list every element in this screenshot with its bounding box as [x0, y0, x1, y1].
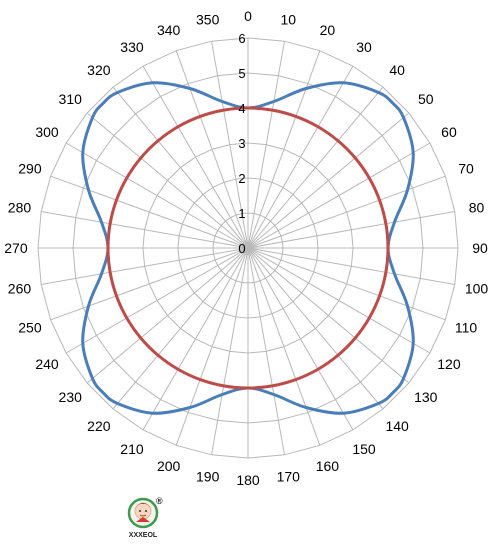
angle-label-220: 220 [87, 418, 111, 434]
logo-hair-icon [135, 503, 151, 508]
angle-label-150: 150 [352, 441, 376, 457]
series-layer [81, 81, 415, 415]
angle-label-210: 210 [120, 441, 144, 457]
grid-spoke-310 [86, 112, 249, 249]
grid-spoke-30 [247, 65, 354, 249]
grid-spoke-190 [211, 247, 249, 455]
radius-label-1: 1 [238, 206, 245, 221]
series-line-2 [106, 106, 390, 390]
angle-label-10: 10 [281, 11, 297, 27]
grid-spoke-60 [247, 142, 431, 249]
grid-spoke-210 [142, 247, 249, 431]
angle-label-250: 250 [18, 319, 42, 335]
grid-spoke-130 [247, 247, 410, 384]
angle-label-80: 80 [469, 200, 485, 216]
angle-label-240: 240 [35, 356, 59, 372]
grid-spoke-70 [247, 175, 446, 249]
grid-spoke-320 [112, 86, 249, 249]
grid-spoke-140 [247, 247, 384, 410]
grid-spoke-280 [41, 211, 249, 249]
angle-label-320: 320 [87, 62, 111, 78]
angle-label-340: 340 [157, 22, 181, 38]
grid-spoke-250 [50, 247, 249, 321]
grid-spoke-110 [247, 247, 446, 321]
grid-spoke-80 [247, 211, 455, 249]
angle-label-180: 180 [236, 472, 260, 488]
angle-label-70: 70 [458, 161, 474, 177]
angle-label-270: 270 [4, 240, 28, 256]
grid-spoke-40 [247, 86, 384, 249]
angle-label-260: 260 [8, 280, 32, 296]
angle-label-90: 90 [472, 240, 488, 256]
angle-label-30: 30 [356, 39, 372, 55]
angle-label-110: 110 [455, 319, 478, 335]
angle-label-120: 120 [437, 356, 461, 372]
angular-grid [38, 38, 458, 458]
grid-spoke-260 [41, 247, 249, 285]
angle-label-20: 20 [320, 22, 336, 38]
grid-spoke-290 [50, 175, 249, 249]
grid-spoke-220 [112, 247, 249, 410]
grid-spoke-340 [175, 50, 249, 249]
radius-label-5: 5 [238, 66, 245, 81]
angle-label-300: 300 [35, 124, 59, 140]
grid-spoke-50 [247, 112, 410, 249]
angle-labels: 0 102030405060708090100110120130140150160… [4, 8, 488, 488]
grid-spoke-160 [247, 247, 321, 446]
angle-label-200: 200 [157, 458, 181, 474]
grid-spoke-120 [247, 247, 431, 354]
radius-labels: 0 1 2 3 4 5 6 [238, 31, 245, 256]
brand-logo: ® XXXEOL [127, 496, 163, 539]
radius-label-4: 4 [238, 101, 245, 116]
registered-mark: ® [156, 496, 163, 506]
grid-spoke-240 [65, 247, 249, 354]
angle-label-190: 190 [196, 469, 220, 485]
angle-label-60: 60 [441, 124, 457, 140]
angle-label-140: 140 [385, 418, 409, 434]
grid-spoke-10 [247, 41, 285, 249]
logo-bowtie-icon [136, 517, 150, 522]
angle-label-350: 350 [196, 11, 220, 27]
angle-label-40: 40 [389, 62, 405, 78]
grid-spoke-350 [211, 41, 249, 249]
grid-spoke-170 [247, 247, 285, 455]
radius-label-6: 6 [238, 31, 245, 46]
logo-eye-right-icon [145, 510, 147, 512]
radius-label-2: 2 [238, 171, 245, 186]
logo-text: XXXEOL [129, 532, 158, 539]
grid-spoke-200 [175, 247, 249, 446]
angle-label-130: 130 [414, 389, 438, 405]
logo-face-icon [134, 502, 152, 520]
radius-label-3: 3 [238, 136, 245, 151]
angle-label-280: 280 [8, 200, 32, 216]
angle-label-230: 230 [59, 389, 83, 405]
logo-eye-left-icon [139, 510, 141, 512]
grid-spoke-100 [247, 247, 455, 285]
grid-spoke-230 [86, 247, 249, 384]
radius-label-0: 0 [238, 241, 245, 256]
angle-label-100: 100 [465, 280, 489, 296]
angle-label-50: 50 [418, 91, 434, 107]
angle-label-330: 330 [120, 39, 144, 55]
angle-label-310: 310 [59, 91, 83, 107]
angle-label-160: 160 [316, 458, 340, 474]
angle-label-0: 0 [244, 8, 252, 24]
angle-label-170: 170 [277, 469, 301, 485]
grid-spoke-150 [247, 247, 354, 431]
logo-smile-icon [139, 514, 147, 517]
angle-label-290: 290 [18, 161, 42, 177]
grid-spoke-20 [247, 50, 321, 249]
grid-spoke-300 [65, 142, 249, 249]
grid-spoke-330 [142, 65, 249, 249]
